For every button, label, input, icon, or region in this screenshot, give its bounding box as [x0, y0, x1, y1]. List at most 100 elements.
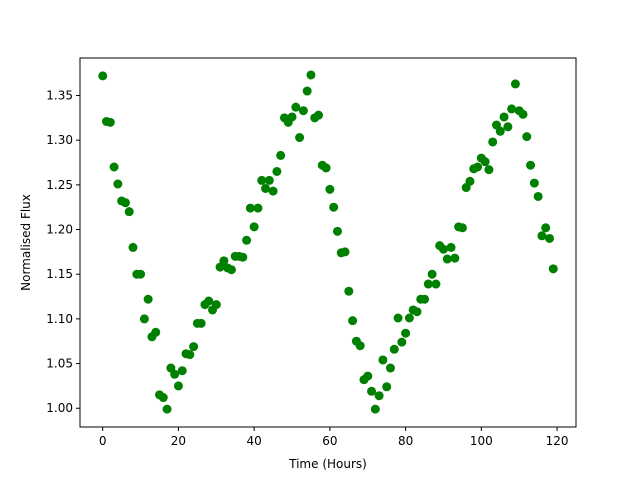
- data-point: [412, 307, 422, 317]
- data-points: [98, 70, 558, 414]
- data-point: [264, 175, 274, 185]
- data-point: [503, 122, 513, 132]
- data-point: [518, 109, 528, 119]
- data-point: [344, 286, 354, 296]
- data-point: [287, 112, 297, 122]
- data-point: [173, 381, 183, 391]
- data-point: [291, 102, 301, 112]
- data-point: [370, 404, 380, 414]
- data-point: [105, 117, 115, 127]
- data-point: [438, 244, 448, 254]
- data-point: [261, 183, 271, 193]
- data-point: [378, 355, 388, 365]
- data-point: [321, 163, 331, 173]
- data-point: [499, 112, 509, 122]
- y-tick-label: 1.05: [46, 357, 73, 371]
- y-tick-label: 1.15: [46, 267, 73, 281]
- plot-frame: [79, 57, 577, 428]
- data-point: [211, 300, 221, 310]
- data-point: [257, 175, 267, 185]
- data-point: [128, 242, 138, 252]
- data-point: [177, 366, 187, 376]
- data-point: [340, 247, 350, 257]
- data-point: [98, 71, 108, 81]
- data-point: [302, 86, 312, 96]
- data-point: [298, 106, 308, 116]
- data-point: [510, 79, 520, 89]
- data-point: [363, 371, 373, 381]
- y-tick-label: 1.35: [46, 89, 73, 103]
- y-tick-label: 1.00: [46, 401, 73, 415]
- plot-area: [80, 58, 576, 427]
- data-point: [446, 242, 456, 252]
- y-tick-label: 1.25: [46, 178, 73, 192]
- data-point: [139, 314, 149, 324]
- data-point: [124, 207, 134, 217]
- data-point: [457, 223, 467, 233]
- data-point: [427, 269, 437, 279]
- data-point: [488, 137, 498, 147]
- data-point: [545, 233, 554, 243]
- data-point: [533, 191, 543, 201]
- data-point: [196, 318, 206, 328]
- data-point: [204, 296, 214, 306]
- data-point: [385, 363, 395, 373]
- x-tick-label: 0: [99, 434, 107, 448]
- data-point: [473, 162, 483, 172]
- data-point: [253, 203, 263, 213]
- data-point: [423, 279, 433, 289]
- data-point: [526, 160, 536, 170]
- x-axis-ticks: 0 20 40 60 80 100 120: [99, 427, 569, 448]
- data-point: [522, 132, 532, 142]
- x-tick-label: 100: [470, 434, 493, 448]
- data-point: [151, 327, 161, 337]
- x-tick-label: 80: [398, 434, 413, 448]
- data-point: [242, 235, 252, 245]
- data-point: [120, 198, 130, 208]
- data-point: [158, 393, 168, 403]
- data-point: [507, 104, 517, 114]
- data-point: [480, 157, 490, 167]
- x-tick-label: 40: [247, 434, 262, 448]
- x-tick-label: 20: [171, 434, 186, 448]
- data-point: [541, 223, 551, 233]
- data-point: [332, 226, 342, 236]
- y-tick-label: 1.30: [46, 133, 73, 147]
- y-axis-ticks: 1.00 1.05 1.10 1.15 1.20 1.25 1.30 1.35: [46, 89, 80, 415]
- data-point: [465, 176, 475, 186]
- data-point: [295, 133, 305, 143]
- y-tick-label: 1.20: [46, 223, 73, 237]
- data-point: [226, 265, 236, 275]
- data-point: [113, 179, 123, 189]
- data-point: [382, 382, 392, 392]
- data-point: [401, 328, 411, 338]
- data-point: [374, 391, 384, 401]
- data-point: [249, 222, 259, 232]
- data-point: [367, 386, 377, 396]
- data-point: [537, 231, 547, 241]
- data-point: [136, 269, 146, 279]
- x-tick-label: 120: [546, 434, 569, 448]
- data-point: [276, 150, 286, 160]
- data-point: [420, 294, 430, 304]
- data-point: [329, 202, 339, 212]
- data-point: [442, 254, 452, 264]
- data-point: [238, 252, 248, 262]
- data-point: [431, 279, 441, 289]
- x-axis-label: Time (Hours): [288, 457, 367, 471]
- data-point: [484, 165, 494, 175]
- data-point: [268, 186, 278, 196]
- data-point: [404, 313, 414, 323]
- data-point: [397, 337, 407, 347]
- data-point: [314, 110, 324, 120]
- data-point: [355, 341, 365, 351]
- data-point: [272, 166, 282, 176]
- data-point: [393, 313, 403, 323]
- data-point: [306, 70, 316, 80]
- data-point: [162, 404, 172, 414]
- data-point: [495, 126, 505, 136]
- data-point: [189, 342, 199, 352]
- data-point: [325, 184, 335, 194]
- data-point: [548, 264, 558, 274]
